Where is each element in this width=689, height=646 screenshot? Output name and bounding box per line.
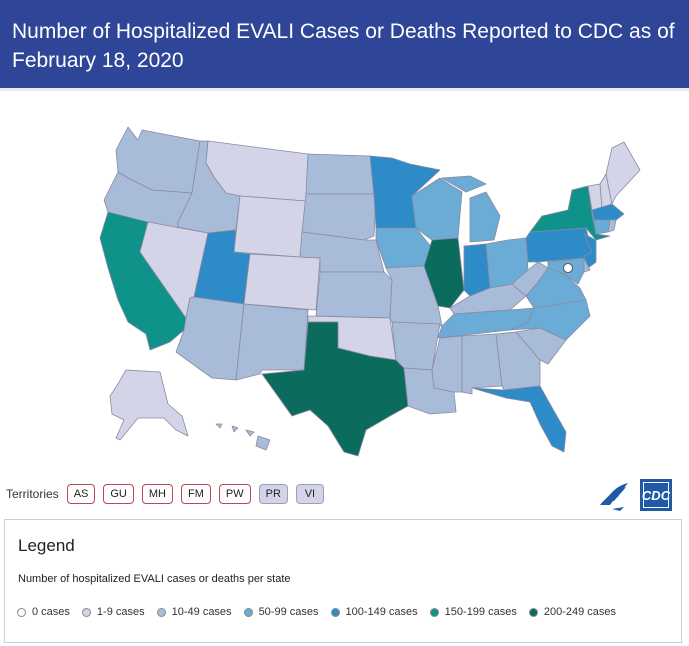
state-mi[interactable] bbox=[441, 175, 501, 243]
territory-button-vi[interactable]: VI bbox=[295, 484, 324, 504]
state-co[interactable] bbox=[243, 253, 321, 311]
state-tx[interactable] bbox=[261, 321, 409, 457]
legend-swatch bbox=[330, 607, 340, 617]
legend-item-3: 50-99 cases bbox=[243, 606, 319, 618]
territory-button-gu[interactable]: GU bbox=[103, 484, 134, 504]
legend-label: 100-149 cases bbox=[345, 606, 418, 618]
legend-swatch bbox=[156, 607, 166, 617]
legend-item-6: 200-249 cases bbox=[528, 606, 617, 618]
territory-button-mh[interactable]: MH bbox=[141, 484, 173, 504]
legend-title: Legend bbox=[18, 536, 75, 555]
state-wy[interactable] bbox=[233, 195, 307, 258]
page-title: Number of Hospitalized EVALI Cases or De… bbox=[12, 20, 675, 72]
header-divider bbox=[0, 88, 689, 91]
legend-item-0: 0 cases bbox=[17, 606, 70, 618]
state-nd[interactable] bbox=[305, 153, 377, 195]
legend-swatch bbox=[81, 607, 91, 617]
legend-item-2: 10-49 cases bbox=[156, 606, 232, 618]
legend-item-4: 100-149 cases bbox=[330, 606, 418, 618]
territories-label: Territories bbox=[6, 487, 59, 501]
legend-label: 0 cases bbox=[32, 606, 70, 618]
legend-item-5: 150-199 cases bbox=[429, 606, 517, 618]
cdc-logo: CDC bbox=[640, 479, 672, 511]
legend-label: 1-9 cases bbox=[96, 606, 145, 618]
legend-item-1: 1-9 cases bbox=[81, 606, 145, 618]
state-wi[interactable] bbox=[411, 177, 463, 241]
state-ar[interactable] bbox=[391, 321, 441, 371]
state-dc[interactable] bbox=[563, 263, 573, 273]
state-in[interactable] bbox=[463, 243, 491, 297]
legend-swatch bbox=[243, 607, 253, 617]
legend-panel: Legend Number of hospitalized EVALI case… bbox=[4, 519, 682, 643]
state-ak[interactable] bbox=[109, 369, 189, 441]
state-fl[interactable] bbox=[471, 385, 567, 453]
state-nm[interactable] bbox=[235, 303, 309, 381]
state-hi[interactable] bbox=[215, 423, 271, 451]
state-pa[interactable] bbox=[525, 227, 593, 263]
legend-label: 200-249 cases bbox=[543, 606, 617, 618]
legend-swatch bbox=[17, 607, 26, 617]
territories-bar: Territories AS GU MH FM PW PR VI bbox=[6, 482, 332, 506]
state-al[interactable] bbox=[461, 333, 503, 395]
legend-items: 0 cases 1-9 cases 10-49 cases 50-99 case… bbox=[17, 606, 628, 618]
state-ri[interactable] bbox=[607, 219, 617, 233]
legend-subtitle: Number of hospitalized EVALI cases or de… bbox=[18, 573, 291, 585]
state-ma[interactable] bbox=[591, 203, 625, 221]
legend-swatch bbox=[429, 607, 439, 617]
legend-swatch bbox=[528, 607, 538, 617]
territory-button-as[interactable]: AS bbox=[66, 484, 96, 504]
legend-label: 50-99 cases bbox=[258, 606, 319, 618]
logo-area: CDC bbox=[592, 471, 682, 515]
legend-label: 150-199 cases bbox=[444, 606, 517, 618]
state-ny[interactable] bbox=[529, 185, 611, 241]
territory-button-fm[interactable]: FM bbox=[180, 484, 211, 504]
legend-label: 10-49 cases bbox=[171, 606, 232, 618]
territory-button-pr[interactable]: PR bbox=[258, 484, 288, 504]
territory-button-pw[interactable]: PW bbox=[218, 484, 251, 504]
state-sd[interactable] bbox=[301, 193, 377, 241]
page-header: Number of Hospitalized EVALI Cases or De… bbox=[0, 0, 689, 88]
state-ct[interactable] bbox=[593, 219, 611, 235]
hhs-eagle-logo bbox=[600, 483, 628, 511]
state-ks[interactable] bbox=[315, 271, 393, 319]
state-me[interactable] bbox=[605, 141, 641, 205]
us-state-map bbox=[99, 126, 641, 457]
